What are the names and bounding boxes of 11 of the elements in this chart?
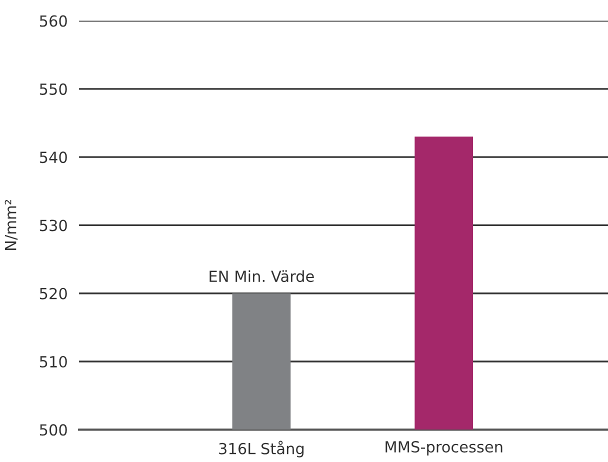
y-axis-title: N/mm²	[4, 200, 18, 250]
annotation: EN Min. Värde	[210, 270, 314, 282]
y-tick-label: 530	[40, 220, 67, 232]
y-tick-label: 520	[40, 288, 67, 300]
y-tick-label: 540	[40, 152, 67, 164]
y-tick-label: 500	[40, 424, 67, 436]
x-tick-label: MMS-processen	[386, 441, 502, 456]
y-tick-label: 510	[40, 356, 67, 368]
x-tick-label: 316L Stång	[219, 440, 304, 458]
y-tick-label: 550	[40, 83, 67, 95]
y-tick-label: 560	[40, 15, 67, 27]
